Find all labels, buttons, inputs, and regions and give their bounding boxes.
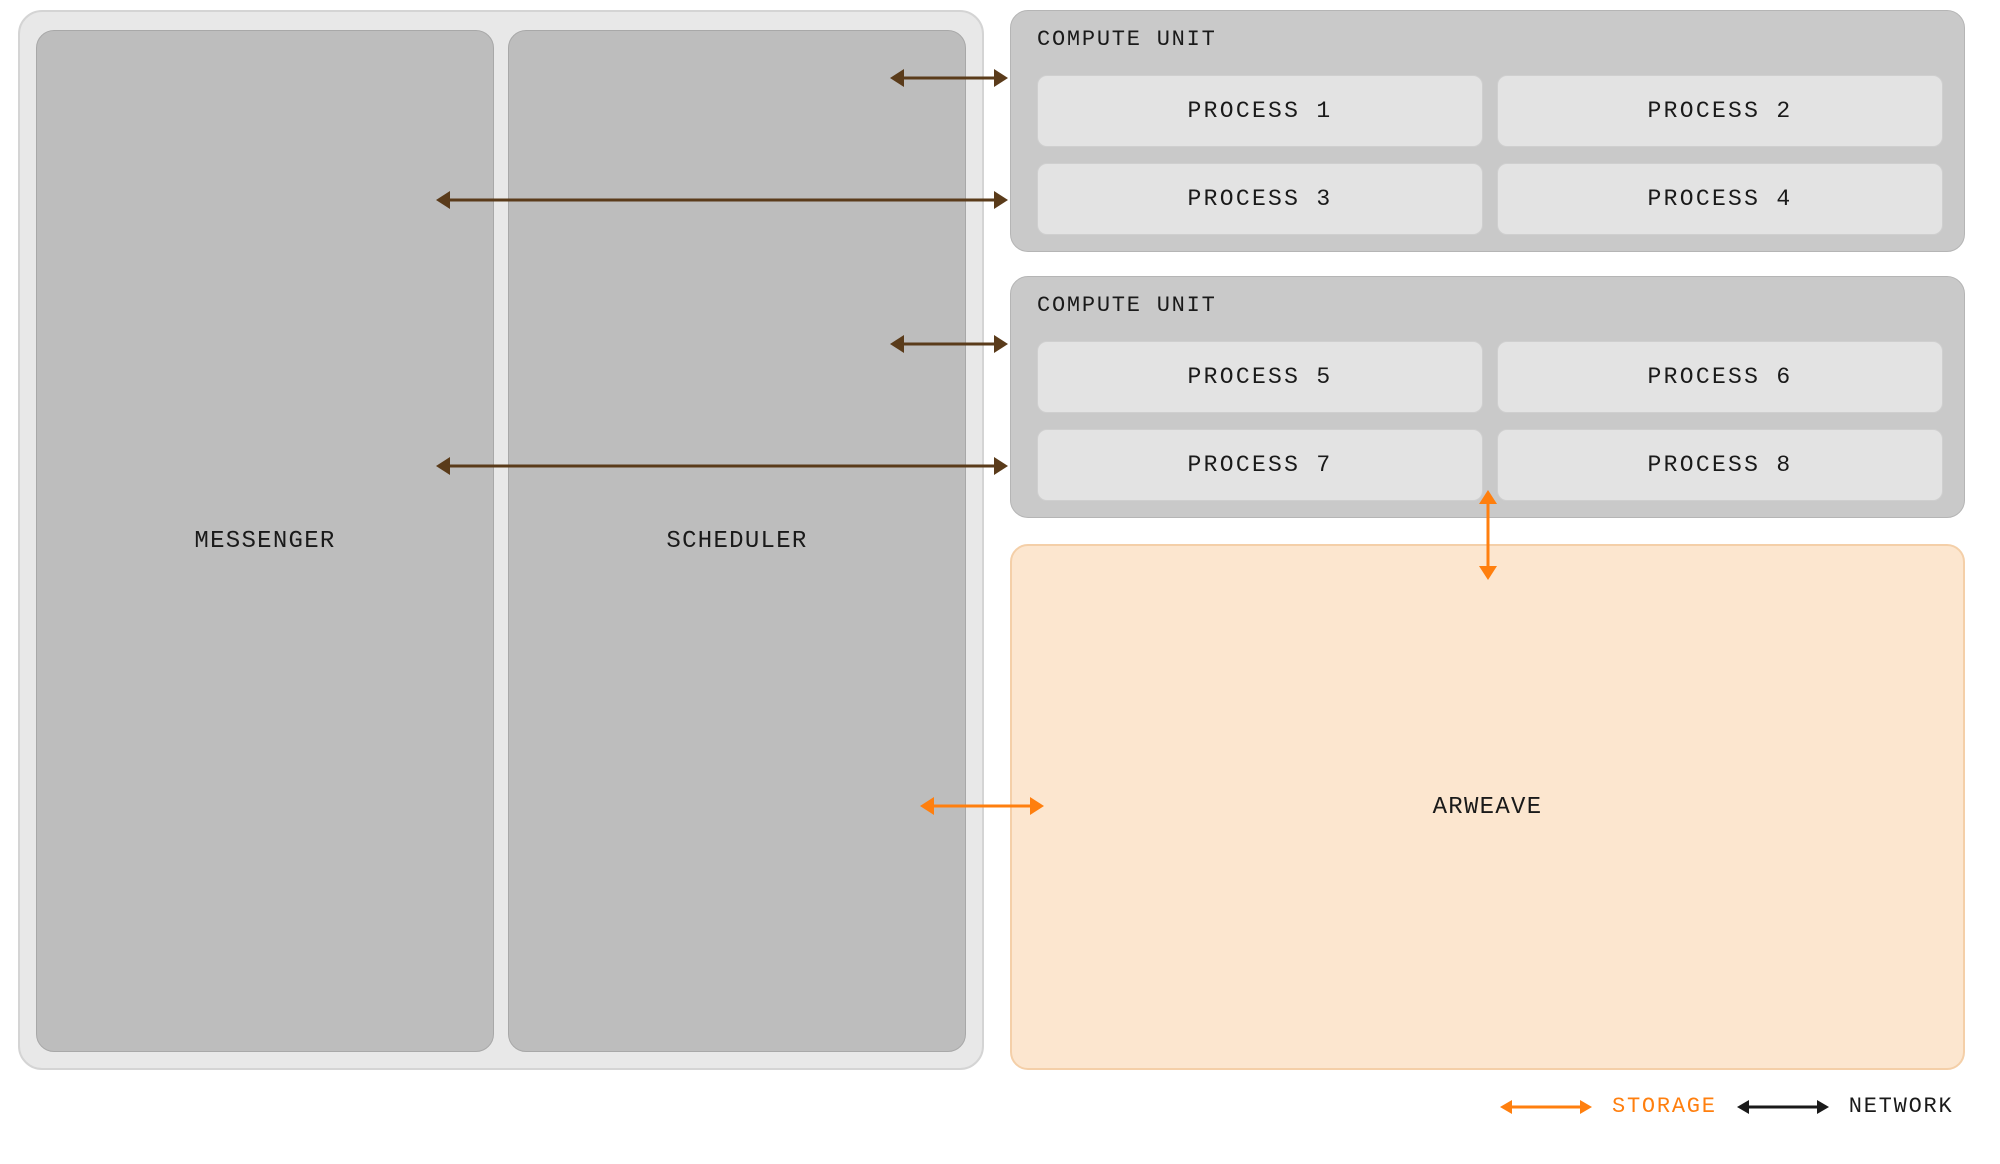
compute-unit: COMPUTE UNIT PROCESS 1 PROCESS 2 PROCESS 3 P… (1010, 10, 1965, 252)
legend-network-arrow-icon (1735, 1097, 1831, 1117)
process-box: PROCESS 5 (1037, 341, 1483, 413)
process-box: PROCESS 3 (1037, 163, 1483, 235)
process-label: PROCESS 3 (1188, 186, 1333, 212)
process-label: PROCESS 7 (1188, 452, 1333, 478)
process-box: PROCESS 4 (1497, 163, 1943, 235)
diagram-canvas: MESSENGER SCHEDULER COMPUTE UNIT PROCESS … (0, 0, 2000, 1164)
process-box: PROCESS 2 (1497, 75, 1943, 147)
legend-network-label: NETWORK (1849, 1094, 1954, 1119)
process-label: PROCESS 4 (1648, 186, 1793, 212)
process-label: PROCESS 8 (1648, 452, 1793, 478)
process-box: PROCESS 8 (1497, 429, 1943, 501)
arweave-label: ARWEAVE (1433, 794, 1543, 821)
double-arrow-icon (1500, 1100, 1592, 1114)
process-label: PROCESS 6 (1648, 364, 1793, 390)
double-arrow-icon (1737, 1100, 1829, 1114)
process-label: PROCESS 5 (1188, 364, 1333, 390)
messenger-box: MESSENGER (36, 30, 494, 1052)
compute-unit-title: COMPUTE UNIT (1037, 293, 1217, 318)
compute-unit-title: COMPUTE UNIT (1037, 27, 1217, 52)
process-label: PROCESS 2 (1648, 98, 1793, 124)
arweave-box: ARWEAVE (1010, 544, 1965, 1070)
compute-unit: COMPUTE UNIT PROCESS 5 PROCESS 6 PROCESS 7 P… (1010, 276, 1965, 518)
legend-storage-arrow-icon (1498, 1097, 1594, 1117)
legend: STORAGE NETWORK (1498, 1094, 1954, 1119)
process-label: PROCESS 1 (1188, 98, 1333, 124)
process-box: PROCESS 7 (1037, 429, 1483, 501)
messenger-label: MESSENGER (194, 528, 335, 555)
legend-storage-label: STORAGE (1612, 1094, 1717, 1119)
process-box: PROCESS 6 (1497, 341, 1943, 413)
scheduler-box: SCHEDULER (508, 30, 966, 1052)
process-box: PROCESS 1 (1037, 75, 1483, 147)
scheduler-label: SCHEDULER (666, 528, 807, 555)
